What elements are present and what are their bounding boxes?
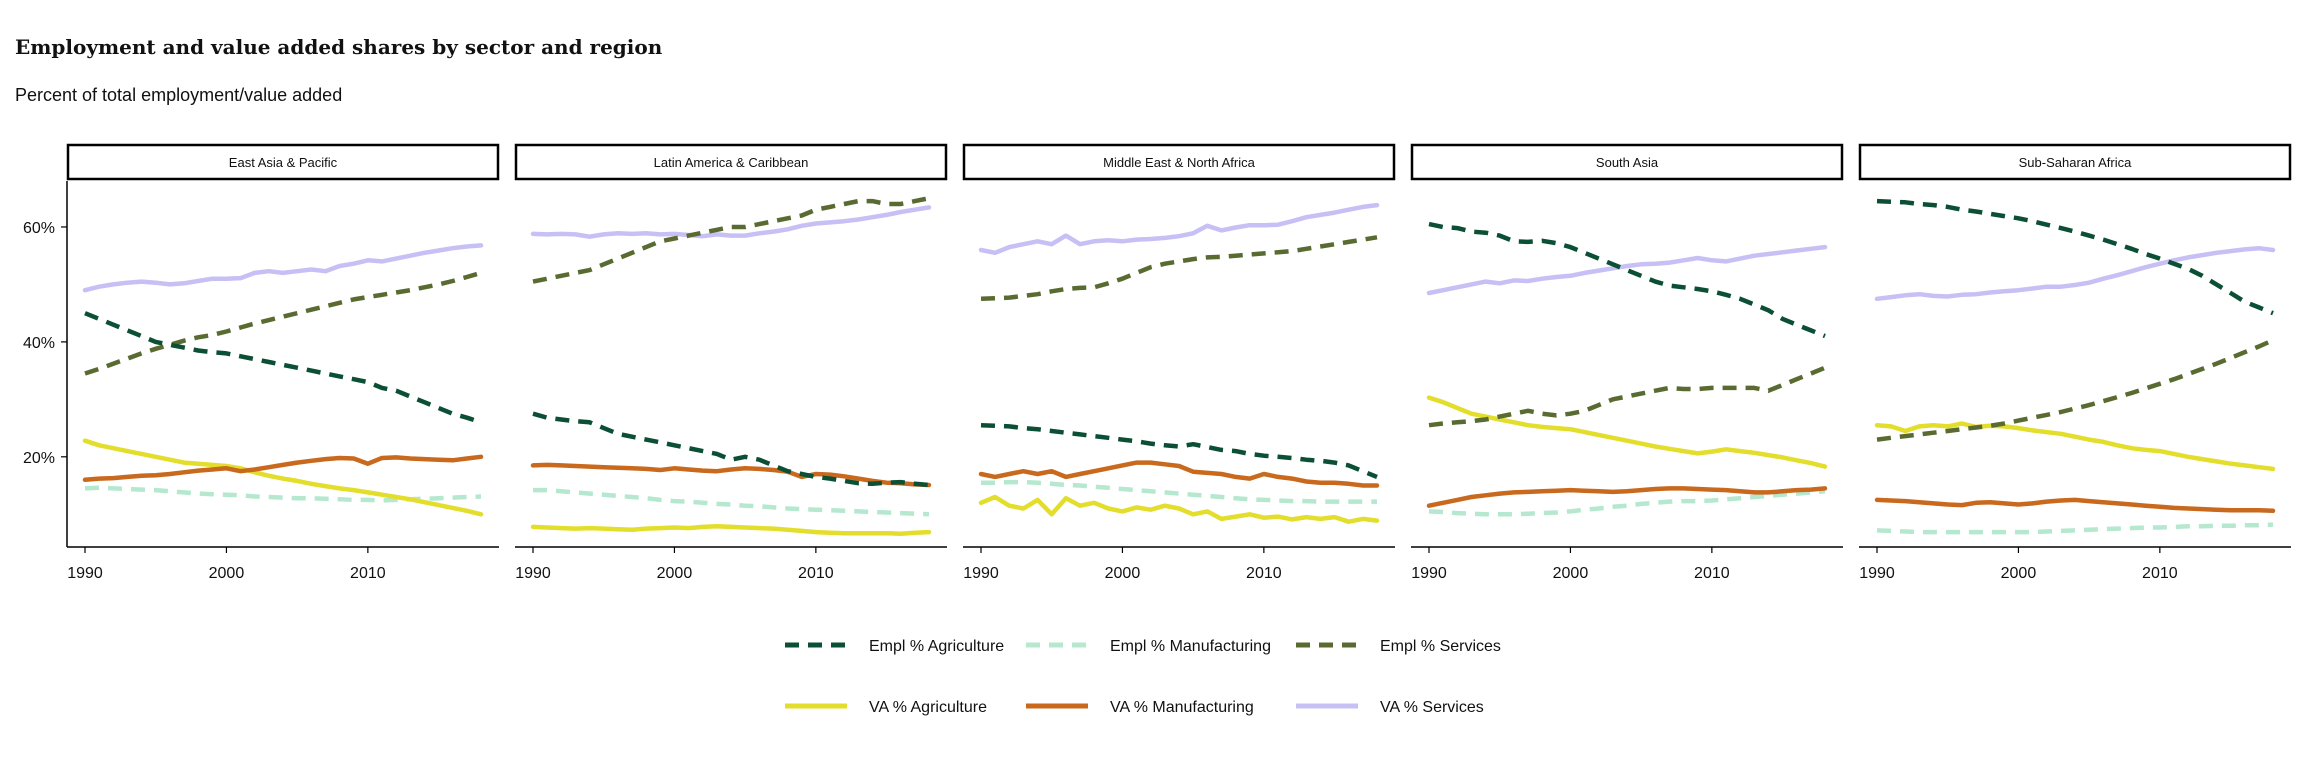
panel-strip: [962, 143, 1396, 181]
chart-title: Employment and value added shares by sec…: [15, 35, 663, 59]
series-line-empl-manufacturing: [533, 487, 930, 517]
panel-strip-label: Latin America & Caribbean: [654, 155, 809, 170]
panel-strip-label: East Asia & Pacific: [229, 155, 338, 170]
legend-label: Empl % Agriculture: [869, 638, 1004, 655]
x-tick-label: 2010: [2142, 565, 2178, 582]
series-line-va-agriculture: [82, 438, 484, 517]
x-tick-label: 2010: [1694, 565, 1730, 582]
panel-east-asia-pacific: East Asia & Pacific 20% 40% 60% 1990 2000 2010: [23, 143, 500, 582]
panel-strip: [514, 143, 948, 181]
legend-label: Empl % Manufacturing: [1110, 638, 1271, 655]
series-line-va-agriculture: [978, 494, 1380, 524]
series-line-empl-services: [84, 270, 482, 376]
x-tick-label: 2000: [1105, 565, 1141, 582]
series-line-va-services: [1426, 244, 1828, 296]
series-line-va-agriculture: [1874, 421, 2276, 472]
y-tick-label: 40%: [23, 335, 55, 352]
series-line-va-manufacturing: [1874, 497, 2276, 514]
x-tick-label: 2010: [798, 565, 834, 582]
legend-label: VA % Manufacturing: [1110, 699, 1254, 716]
x-tick-label: 2000: [209, 565, 245, 582]
series-line-va-services: [1874, 245, 2276, 302]
x-tick-label: 1990: [963, 565, 999, 582]
x-tick-label: 2000: [1553, 565, 1589, 582]
x-tick-label: 2010: [350, 565, 386, 582]
x-tick-label: 1990: [515, 565, 551, 582]
panel-middle-east-north-africa: Middle East & North Africa 1990 2000 2010: [962, 143, 1396, 582]
panel-strip: [1858, 143, 2292, 181]
panel-strip: [66, 143, 500, 181]
x-tick-label: 1990: [67, 565, 103, 582]
series-line-va-agriculture: [1426, 395, 1828, 469]
panel-strip: [1410, 143, 1844, 181]
legend-item-va-manufacturing: VA % Manufacturing: [1026, 699, 1254, 716]
series-line-va-manufacturing: [1426, 486, 1828, 508]
x-tick-label: 2000: [657, 565, 693, 582]
y-tick-label: 20%: [23, 450, 55, 467]
y-tick-label: 60%: [23, 220, 55, 237]
legend: Empl % Agriculture Empl % Manufacturing Em…: [785, 638, 1501, 716]
x-tick-label: 1990: [1859, 565, 1895, 582]
series-line-empl-agriculture: [532, 411, 930, 488]
series-line-va-manufacturing: [978, 460, 1380, 488]
panel-latin-america-caribbean: Latin America & Caribbean 1990 2000 2010: [514, 143, 948, 582]
series-line-va-services: [978, 202, 1380, 256]
panel-south-asia: South Asia 1990 2000 2010: [1410, 143, 1844, 582]
series-line-va-agriculture: [530, 524, 932, 537]
x-tick-label: 2000: [2001, 565, 2037, 582]
series-line-va-services: [530, 205, 932, 239]
series-line-va-services: [82, 243, 484, 293]
series-line-empl-manufacturing: [1876, 522, 2274, 535]
series-line-empl-manufacturing: [981, 479, 1377, 504]
series-line-empl-agriculture: [84, 311, 482, 425]
facet-panels: East Asia & Pacific 20% 40% 60% 1990 2000 2010…: [23, 143, 2292, 582]
x-tick-label: 1990: [1411, 565, 1447, 582]
series-line-va-manufacturing: [530, 462, 932, 488]
legend-item-empl-manufacturing: Empl % Manufacturing: [1026, 638, 1271, 655]
panel-strip-label: Sub-Saharan Africa: [2019, 155, 2133, 170]
legend-label: VA % Agriculture: [869, 699, 987, 716]
legend-label: Empl % Services: [1380, 638, 1501, 655]
legend-label: VA % Services: [1380, 699, 1484, 716]
series-line-empl-services: [532, 195, 930, 284]
panel-strip-label: Middle East & North Africa: [1103, 155, 1255, 170]
x-tick-label: 2010: [1246, 565, 1282, 582]
legend-item-empl-services: Empl % Services: [1296, 638, 1501, 655]
chart-subtitle: Percent of total employment/value added: [15, 85, 342, 105]
series-line-empl-agriculture: [980, 422, 1378, 479]
legend-item-va-agriculture: VA % Agriculture: [785, 699, 987, 716]
panel-sub-saharan-africa: Sub-Saharan Africa 1990 2000 2010: [1858, 143, 2292, 582]
panel-strip-label: South Asia: [1596, 155, 1659, 170]
legend-item-empl-agriculture: Empl % Agriculture: [785, 638, 1004, 655]
series-line-empl-manufacturing: [84, 485, 482, 503]
series-line-empl-services: [980, 235, 1378, 302]
legend-item-va-services: VA % Services: [1296, 699, 1484, 716]
series-line-va-manufacturing: [82, 454, 484, 483]
series-line-empl-services: [1428, 365, 1826, 428]
series-line-empl-manufacturing: [1428, 489, 1826, 517]
